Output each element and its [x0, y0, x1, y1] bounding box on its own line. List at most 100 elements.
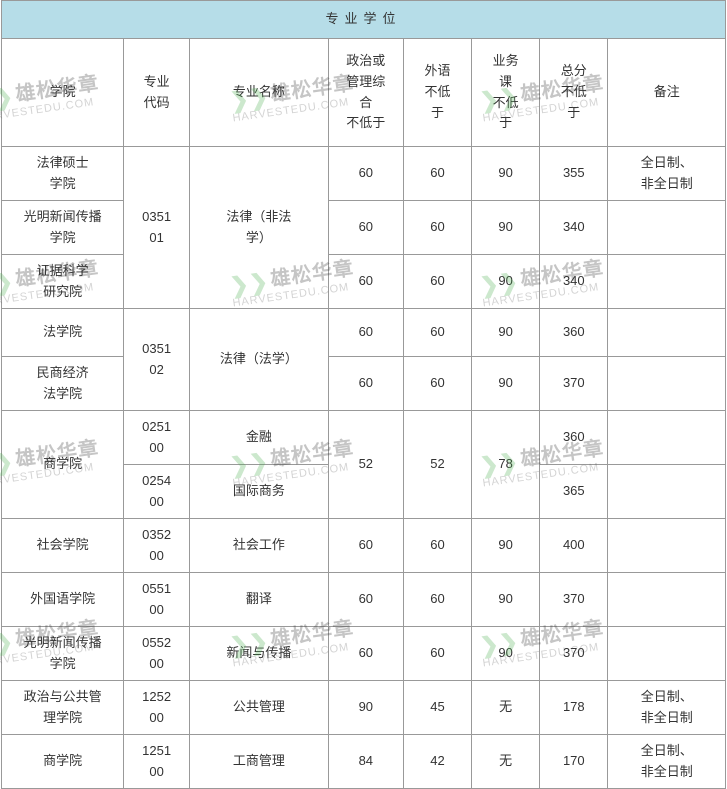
cell: 法律（法学） [190, 309, 329, 411]
cell: 政治与公共管理学院 [2, 681, 124, 735]
cell: 90 [472, 357, 540, 411]
cell: 无 [472, 681, 540, 735]
cell: 60 [328, 519, 403, 573]
cell: 工商管理 [190, 735, 329, 789]
cell: 035101 [124, 147, 190, 309]
table-row: 商学院 025100 金融 52 52 78 360 [2, 411, 726, 465]
cell: 新闻与传播 [190, 627, 329, 681]
cell [608, 201, 726, 255]
col-school: 学院 [2, 39, 124, 147]
cell [608, 309, 726, 357]
cell: 170 [540, 735, 608, 789]
cell: 民商经济法学院 [2, 357, 124, 411]
col-remark: 备注 [608, 39, 726, 147]
cell: 60 [403, 357, 471, 411]
cell: 60 [328, 201, 403, 255]
cell: 370 [540, 357, 608, 411]
cell: 商学院 [2, 735, 124, 789]
cell: 60 [403, 255, 471, 309]
table-title-row: 专业学位 [2, 1, 726, 39]
cell: 60 [403, 201, 471, 255]
cell: 90 [472, 255, 540, 309]
cell: 340 [540, 255, 608, 309]
cell: 60 [403, 627, 471, 681]
cell: 370 [540, 627, 608, 681]
cell: 外国语学院 [2, 573, 124, 627]
cell: 025400 [124, 465, 190, 519]
cell: 42 [403, 735, 471, 789]
table-row: 法学院 035102 法律（法学） 60 60 90 360 [2, 309, 726, 357]
table-row: 社会学院 035200 社会工作 60 60 90 400 [2, 519, 726, 573]
cell: 45 [403, 681, 471, 735]
cell: 178 [540, 681, 608, 735]
cell: 370 [540, 573, 608, 627]
cell: 社会学院 [2, 519, 124, 573]
cell: 光明新闻传播学院 [2, 627, 124, 681]
table-row: 政治与公共管理学院 125200 公共管理 90 45 无 178 全日制、非全… [2, 681, 726, 735]
cell: 60 [403, 309, 471, 357]
cell: 400 [540, 519, 608, 573]
table-row: 光明新闻传播学院 055200 新闻与传播 60 60 90 370 [2, 627, 726, 681]
cell: 60 [403, 147, 471, 201]
cell: 60 [328, 147, 403, 201]
cell: 全日制、非全日制 [608, 735, 726, 789]
cell: 340 [540, 201, 608, 255]
cell: 60 [403, 519, 471, 573]
cell: 全日制、非全日制 [608, 681, 726, 735]
cell: 证据科学研究院 [2, 255, 124, 309]
cell: 365 [540, 465, 608, 519]
cell [608, 255, 726, 309]
cell: 社会工作 [190, 519, 329, 573]
col-politics: 政治或管理综合不低于 [328, 39, 403, 147]
cell: 翻译 [190, 573, 329, 627]
table-row: 外国语学院 055100 翻译 60 60 90 370 [2, 573, 726, 627]
col-foreign: 外语不低于 [403, 39, 471, 147]
cell: 公共管理 [190, 681, 329, 735]
cell: 无 [472, 735, 540, 789]
table-row: 法律硕士学院 035101 法律（非法学） 60 60 90 355 全日制、非… [2, 147, 726, 201]
cell: 52 [403, 411, 471, 519]
cell [608, 627, 726, 681]
table-row: 光明新闻传播学院 60 60 90 340 [2, 201, 726, 255]
cell: 90 [472, 627, 540, 681]
cell: 法律硕士学院 [2, 147, 124, 201]
col-major: 专业名称 [190, 39, 329, 147]
table-title: 专业学位 [2, 1, 726, 39]
cell: 90 [472, 519, 540, 573]
cell [608, 519, 726, 573]
cell: 法学院 [2, 309, 124, 357]
cell: 52 [328, 411, 403, 519]
cell: 360 [540, 411, 608, 465]
degree-table: 专业学位 学院 专业代码 专业名称 政治或管理综合不低于 外语不低于 业务课 不… [1, 0, 726, 789]
cell: 035102 [124, 309, 190, 411]
cell: 60 [328, 627, 403, 681]
cell: 法律（非法学） [190, 147, 329, 309]
cell: 125200 [124, 681, 190, 735]
cell: 025100 [124, 411, 190, 465]
cell: 全日制、非全日制 [608, 147, 726, 201]
table-header-row: 学院 专业代码 专业名称 政治或管理综合不低于 外语不低于 业务课 不低于 总分… [2, 39, 726, 147]
cell: 国际商务 [190, 465, 329, 519]
cell: 90 [472, 201, 540, 255]
cell: 90 [472, 147, 540, 201]
cell: 60 [328, 357, 403, 411]
cell: 78 [472, 411, 540, 519]
cell: 金融 [190, 411, 329, 465]
cell: 84 [328, 735, 403, 789]
cell: 355 [540, 147, 608, 201]
table-row: 民商经济法学院 60 60 90 370 [2, 357, 726, 411]
col-code: 专业代码 [124, 39, 190, 147]
cell: 60 [328, 309, 403, 357]
cell: 商学院 [2, 411, 124, 519]
cell [608, 357, 726, 411]
cell: 360 [540, 309, 608, 357]
cell: 60 [328, 255, 403, 309]
cell: 光明新闻传播学院 [2, 201, 124, 255]
cell: 90 [472, 573, 540, 627]
col-total: 总分不低于 [540, 39, 608, 147]
cell [608, 465, 726, 519]
cell: 90 [472, 309, 540, 357]
table-row: 证据科学研究院 60 60 90 340 [2, 255, 726, 309]
cell: 055100 [124, 573, 190, 627]
cell: 055200 [124, 627, 190, 681]
